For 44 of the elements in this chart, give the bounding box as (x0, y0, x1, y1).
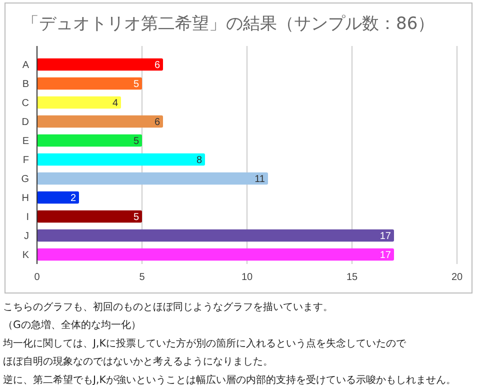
data-label: 5 (133, 212, 140, 223)
bar (37, 96, 121, 109)
bar (37, 77, 142, 90)
x-tick-label: 0 (34, 272, 40, 283)
y-tick-label: G (21, 174, 30, 185)
x-tick-label: 10 (241, 272, 253, 283)
text: （Gの急増、全体的な均一化） (3, 319, 141, 332)
data-label: 11 (254, 174, 266, 185)
data-label: 17 (380, 250, 392, 261)
y-tick-label: J (24, 231, 29, 242)
y-tick-label: C (22, 98, 29, 109)
x-tick-label: 15 (346, 272, 358, 283)
x-tick-label: 5 (139, 272, 146, 283)
bar (37, 115, 163, 128)
bar (37, 172, 268, 185)
data-label: 2 (70, 193, 76, 204)
bar (37, 248, 394, 261)
text: 均一化に関しては、J,Kに投票していた方が別の箇所に入れるという点を失念していたので (2, 337, 407, 350)
bar (37, 153, 205, 166)
y-tick-label: F (22, 155, 29, 166)
data-label: 8 (196, 155, 202, 166)
data-label: 6 (154, 60, 160, 71)
chart-title: 「デュオトリオ第二希望」の結果（サンプル数：86） (22, 14, 435, 34)
y-tick-label: D (22, 117, 29, 128)
data-label: 5 (133, 136, 140, 147)
y-tick-label: H (22, 193, 29, 204)
bar (37, 191, 79, 204)
data-label: 5 (133, 79, 140, 90)
data-label: 17 (380, 231, 392, 242)
data-label: 4 (112, 98, 118, 109)
x-tick-label: 20 (451, 272, 463, 283)
y-tick-label: A (22, 60, 30, 71)
y-tick-label: B (22, 79, 30, 90)
text: こちらのグラフも、初回のものとほぼ同じようなグラフを描いています。 (3, 301, 333, 313)
y-tick-label: E (22, 136, 30, 147)
text: 逆に、第二希望でもJ,Kが強いということは幅広い層の内部的支持を受けている示唆かもしれません。 (3, 374, 456, 385)
bar (37, 58, 163, 71)
bar (37, 229, 394, 242)
bar (37, 210, 142, 223)
text: ほぼ自明の現象なのではないかと考えるようになりました。 (3, 356, 273, 368)
y-tick-label: K (22, 250, 30, 261)
data-label: 6 (154, 117, 160, 128)
bar (37, 134, 142, 147)
y-tick-label: I (26, 212, 29, 223)
